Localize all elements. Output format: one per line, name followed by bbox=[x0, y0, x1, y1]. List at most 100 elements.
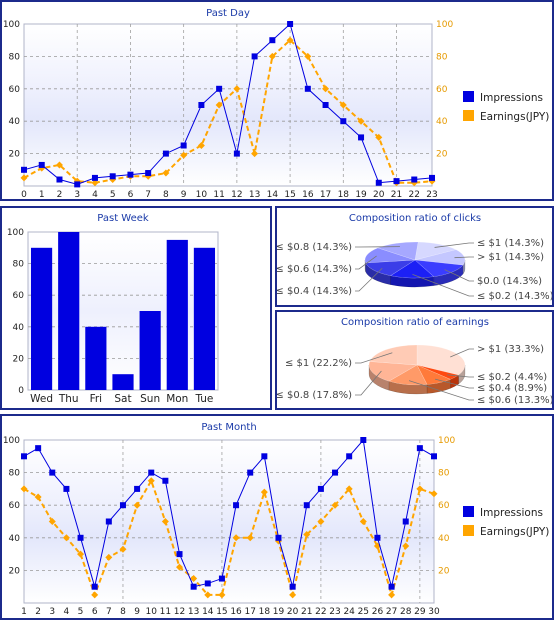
impressions-line bbox=[23, 438, 435, 588]
impressions-point bbox=[105, 518, 112, 525]
impressions-point bbox=[74, 181, 81, 188]
pie-leader-line bbox=[444, 269, 474, 282]
x-tick-label: 14 bbox=[202, 607, 214, 617]
earnings-point bbox=[91, 591, 99, 599]
impressions-point bbox=[289, 583, 296, 590]
earnings-point bbox=[345, 485, 353, 493]
earnings-point bbox=[218, 591, 226, 599]
x-tick-label: 21 bbox=[301, 607, 312, 617]
earnings-point bbox=[161, 518, 169, 525]
earnings-point bbox=[359, 518, 367, 525]
impressions-point bbox=[402, 518, 409, 525]
chart-title: Past Day bbox=[206, 8, 250, 19]
impressions-point bbox=[322, 102, 329, 108]
x-tick-label: 19 bbox=[355, 190, 367, 199]
impressions-point bbox=[109, 173, 116, 180]
pie-leader-line bbox=[408, 380, 474, 401]
earnings-point bbox=[55, 161, 63, 169]
pie-leader-line bbox=[434, 378, 474, 389]
bar bbox=[30, 247, 53, 390]
earnings-point bbox=[388, 591, 396, 599]
x-tick-label: 10 bbox=[196, 190, 208, 199]
earnings-point bbox=[91, 179, 99, 187]
chart-title: Past Month bbox=[201, 422, 256, 433]
legend-swatch-impressions bbox=[463, 91, 474, 102]
earnings-point bbox=[204, 591, 212, 599]
bar bbox=[139, 311, 161, 390]
y2-tick-label: 40 bbox=[438, 534, 450, 544]
y-tick-label: 0 bbox=[18, 386, 24, 396]
earnings-point bbox=[430, 490, 438, 498]
pie-label: ≤ $0.8 (17.8%) bbox=[277, 390, 352, 401]
legend-label-earnings: Earnings(JPY) bbox=[480, 526, 549, 538]
y2-tick-label: 20 bbox=[436, 150, 448, 160]
x-tick-label: 19 bbox=[273, 607, 285, 617]
y-tick-label: 60 bbox=[9, 85, 21, 95]
impressions-point bbox=[35, 445, 42, 452]
pie-label: ≤ $1 (14.3%) bbox=[477, 238, 544, 249]
x-tick-label: Sat bbox=[114, 393, 131, 405]
x-tick-label: 12 bbox=[231, 190, 242, 199]
x-tick-label: 11 bbox=[213, 190, 224, 199]
impressions-point bbox=[332, 469, 339, 476]
x-tick-label: 22 bbox=[409, 190, 420, 199]
y2-tick-label: 80 bbox=[438, 469, 450, 479]
pie-leader-line bbox=[355, 267, 383, 292]
chart-title: Past Week bbox=[97, 213, 149, 224]
impressions-point bbox=[119, 502, 126, 509]
impressions-point bbox=[148, 469, 155, 476]
impressions-point bbox=[204, 580, 211, 587]
x-tick-label: 4 bbox=[64, 607, 70, 617]
impressions-point bbox=[340, 118, 347, 125]
bar bbox=[112, 374, 134, 390]
x-tick-label: 9 bbox=[134, 607, 140, 617]
impressions-point bbox=[374, 534, 381, 541]
x-tick-label: 28 bbox=[400, 607, 412, 617]
impressions-point bbox=[63, 485, 70, 492]
earnings-point bbox=[180, 151, 188, 159]
x-tick-label: Tue bbox=[194, 393, 213, 405]
earnings-point bbox=[260, 488, 268, 496]
x-tick-label: 24 bbox=[343, 607, 355, 617]
pie-leader-line bbox=[355, 352, 393, 364]
pie-label: ≤ $0.8 (14.3%) bbox=[277, 242, 352, 253]
x-tick-label: 25 bbox=[358, 607, 369, 617]
x-tick-label: 12 bbox=[174, 607, 185, 617]
y-tick-label: 100 bbox=[3, 20, 20, 30]
earnings-point bbox=[105, 553, 113, 561]
earnings-point bbox=[77, 550, 85, 558]
x-tick-label: Mon bbox=[166, 393, 188, 405]
earnings-point bbox=[268, 52, 276, 60]
past-week-chart: 0 20 40 60 80 100 Wed Thu Fri Sat Sun Mon Tue Past We… bbox=[7, 213, 219, 405]
y2-tick-label: 60 bbox=[436, 85, 448, 95]
earnings-point bbox=[303, 531, 311, 539]
impressions-point bbox=[91, 583, 98, 590]
x-tick-label: 1 bbox=[39, 190, 45, 199]
x-tick-label: Wed bbox=[30, 393, 53, 405]
impressions-point bbox=[233, 150, 240, 157]
x-tick-label: 5 bbox=[78, 607, 84, 617]
impressions-point bbox=[233, 502, 240, 509]
y-tick-label: 80 bbox=[9, 52, 21, 62]
legend-label-impressions: Impressions bbox=[480, 507, 543, 519]
earnings-point bbox=[286, 36, 294, 44]
x-tick-label: 17 bbox=[244, 607, 255, 617]
x-tick-label: 17 bbox=[320, 190, 331, 199]
past-day-panel: 20 40 60 80 100 20 40 60 80 100 0 1 2 3 4 5 6 7 8 9 10 11 12 13… bbox=[0, 0, 554, 201]
x-tick-label: 11 bbox=[160, 607, 171, 617]
earnings-point bbox=[197, 142, 205, 149]
earnings-line bbox=[23, 38, 433, 184]
bar bbox=[193, 247, 216, 390]
impressions-point bbox=[429, 174, 435, 181]
earnings-point bbox=[339, 101, 347, 109]
earnings-point bbox=[147, 477, 155, 485]
earnings-point bbox=[133, 501, 141, 509]
y2-tick-label: 80 bbox=[436, 52, 448, 62]
x-tick-label: 3 bbox=[74, 190, 80, 199]
impressions-point bbox=[303, 502, 310, 509]
earnings-point bbox=[331, 501, 339, 509]
impressions-point bbox=[180, 142, 187, 149]
x-tick-label: 27 bbox=[386, 607, 397, 617]
